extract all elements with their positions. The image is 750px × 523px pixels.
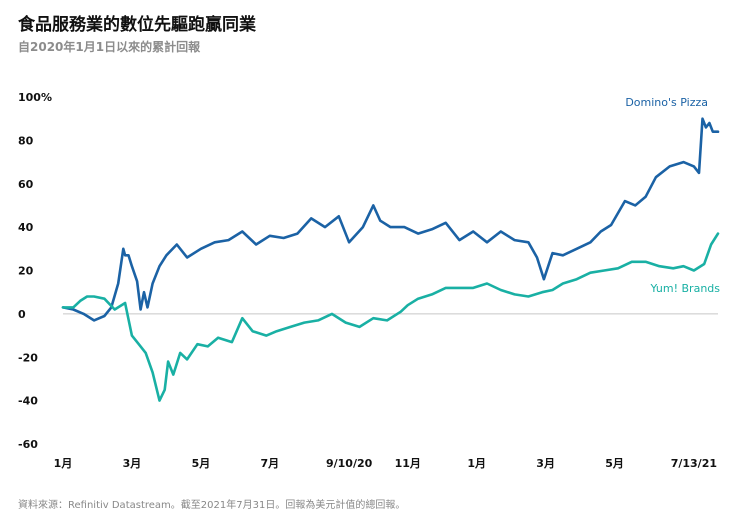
y-tick-label: 0	[18, 308, 26, 321]
series-label: Domino's Pizza	[625, 96, 708, 109]
y-tick-label: 60	[18, 178, 34, 191]
series-line-1	[61, 232, 720, 402]
series-label: Yum! Brands	[649, 282, 720, 295]
x-tick-label: 7/13/21	[671, 457, 717, 470]
x-tick-label: 1月	[467, 457, 486, 470]
y-tick-label: -60	[18, 438, 38, 451]
x-tick-label: 7月	[261, 457, 280, 470]
y-tick-label: 100%	[18, 91, 52, 104]
chart-title: 食品服務業的數位先驅跑贏同業	[18, 15, 256, 35]
x-tick-label: 5月	[605, 457, 624, 470]
y-tick-label: -20	[18, 351, 38, 364]
x-tick-label: 1月	[54, 457, 73, 470]
x-tick-label: 3月	[536, 457, 555, 470]
source-note: 資料來源：Refinitiv Datastream。截至2021年7月31日。回…	[18, 500, 406, 511]
y-tick-label: 20	[18, 265, 34, 278]
x-tick-label: 5月	[192, 457, 211, 470]
x-tick-label: 9/10/20	[326, 457, 373, 470]
line-chart: 100% 80 60 40 20 0 -20 -40 -60 1月 3月 5月 7月 9/10/20 11月…	[18, 91, 720, 470]
x-tick-label: 11月	[395, 457, 421, 470]
x-tick-label: 3月	[123, 457, 142, 470]
series-line-0	[61, 117, 720, 322]
y-tick-label: -40	[18, 395, 38, 408]
y-tick-label: 80	[18, 134, 34, 147]
y-tick-label: 40	[18, 221, 34, 234]
chart-subtitle: 自2020年1月1日以來的累計回報	[18, 40, 201, 54]
